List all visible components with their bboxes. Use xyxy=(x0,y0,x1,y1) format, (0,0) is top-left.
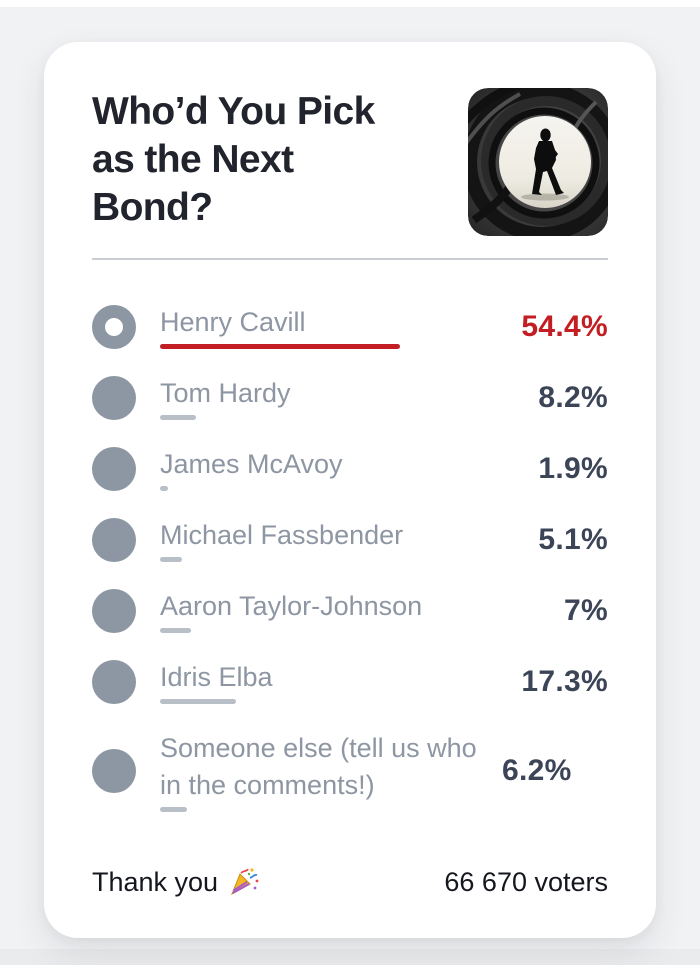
poll-options-list: Henry Cavill 54.4% Tom Hardy 8.2% James … xyxy=(92,304,608,834)
poll-option-james-mcavoy[interactable]: James McAvoy 1.9% xyxy=(92,446,608,491)
option-label: Henry Cavill xyxy=(160,307,306,337)
vote-share-bar xyxy=(160,344,400,349)
option-label: Someone else (tell us who in the comment… xyxy=(160,733,477,800)
thank-you-message: Thank you xyxy=(92,866,260,898)
bond-silhouette xyxy=(532,128,564,195)
option-label: Michael Fassbender xyxy=(160,520,404,550)
page-bottom-strip xyxy=(0,949,700,965)
option-label-wrap: Idris Elba xyxy=(160,659,507,704)
gunbarrel-illustration xyxy=(468,88,608,236)
radio-icon[interactable] xyxy=(92,517,136,562)
poll-header: Who’d You Pick as the Next Bond? xyxy=(92,88,608,236)
poll-option-someone-else[interactable]: Someone else (tell us who in the comment… xyxy=(92,730,608,812)
option-label: Idris Elba xyxy=(160,662,273,692)
party-popper-icon xyxy=(231,868,259,896)
option-label-wrap: Aaron Taylor-Johnson xyxy=(160,588,550,633)
option-percentage: 17.3% xyxy=(521,664,608,698)
vote-share-bar xyxy=(160,486,169,491)
radio-selected-icon[interactable] xyxy=(92,304,136,349)
option-label-wrap: Tom Hardy xyxy=(160,375,524,420)
poll-title-line2: as the Next xyxy=(92,138,294,181)
radio-icon[interactable] xyxy=(92,446,136,491)
page-top-strip xyxy=(0,0,700,7)
bond-gunbarrel-image xyxy=(468,88,608,236)
radio-icon[interactable] xyxy=(92,749,136,793)
poll-footer: Thank you 66 670 voters xyxy=(92,866,608,898)
option-percentage: 1.9% xyxy=(538,451,608,485)
option-label-wrap: James McAvoy xyxy=(160,446,524,491)
thank-you-text: Thank you xyxy=(92,866,219,897)
option-percentage: 8.2% xyxy=(538,380,608,414)
option-label-wrap: Someone else (tell us who in the comment… xyxy=(160,730,488,812)
option-percentage: 54.4% xyxy=(521,309,608,343)
radio-icon[interactable] xyxy=(92,588,136,633)
option-label-wrap: Michael Fassbender xyxy=(160,517,524,562)
vote-share-bar xyxy=(160,807,188,812)
option-label: Tom Hardy xyxy=(160,378,291,408)
poll-option-henry-cavill[interactable]: Henry Cavill 54.4% xyxy=(92,304,608,349)
vote-share-bar xyxy=(160,557,183,562)
radio-icon[interactable] xyxy=(92,375,136,420)
poll-option-tom-hardy[interactable]: Tom Hardy 8.2% xyxy=(92,375,608,420)
poll-title-line3: Bond? xyxy=(92,186,213,229)
option-percentage: 5.1% xyxy=(538,522,608,556)
vote-share-bar xyxy=(160,699,237,704)
radio-icon[interactable] xyxy=(92,659,136,704)
poll-option-aaron-taylor-johnson[interactable]: Aaron Taylor-Johnson 7% xyxy=(92,588,608,633)
vote-share-bar xyxy=(160,415,197,420)
poll-title: Who’d You Pick as the Next Bond? xyxy=(92,88,432,232)
poll-option-michael-fassbender[interactable]: Michael Fassbender 5.1% xyxy=(92,517,608,562)
vote-share-bar xyxy=(160,628,191,633)
voters-count: 66 670 voters xyxy=(444,866,608,897)
poll-card: Who’d You Pick as the Next Bond? xyxy=(44,42,656,938)
option-percentage: 6.2% xyxy=(502,754,572,787)
option-label: James McAvoy xyxy=(160,449,343,479)
option-label-wrap: Henry Cavill xyxy=(160,304,507,349)
option-label: Aaron Taylor-Johnson xyxy=(160,591,423,621)
header-divider xyxy=(92,258,608,260)
option-percentage: 7% xyxy=(564,593,608,627)
poll-title-line1: Who’d You Pick xyxy=(92,90,375,133)
poll-option-idris-elba[interactable]: Idris Elba 17.3% xyxy=(92,659,608,704)
